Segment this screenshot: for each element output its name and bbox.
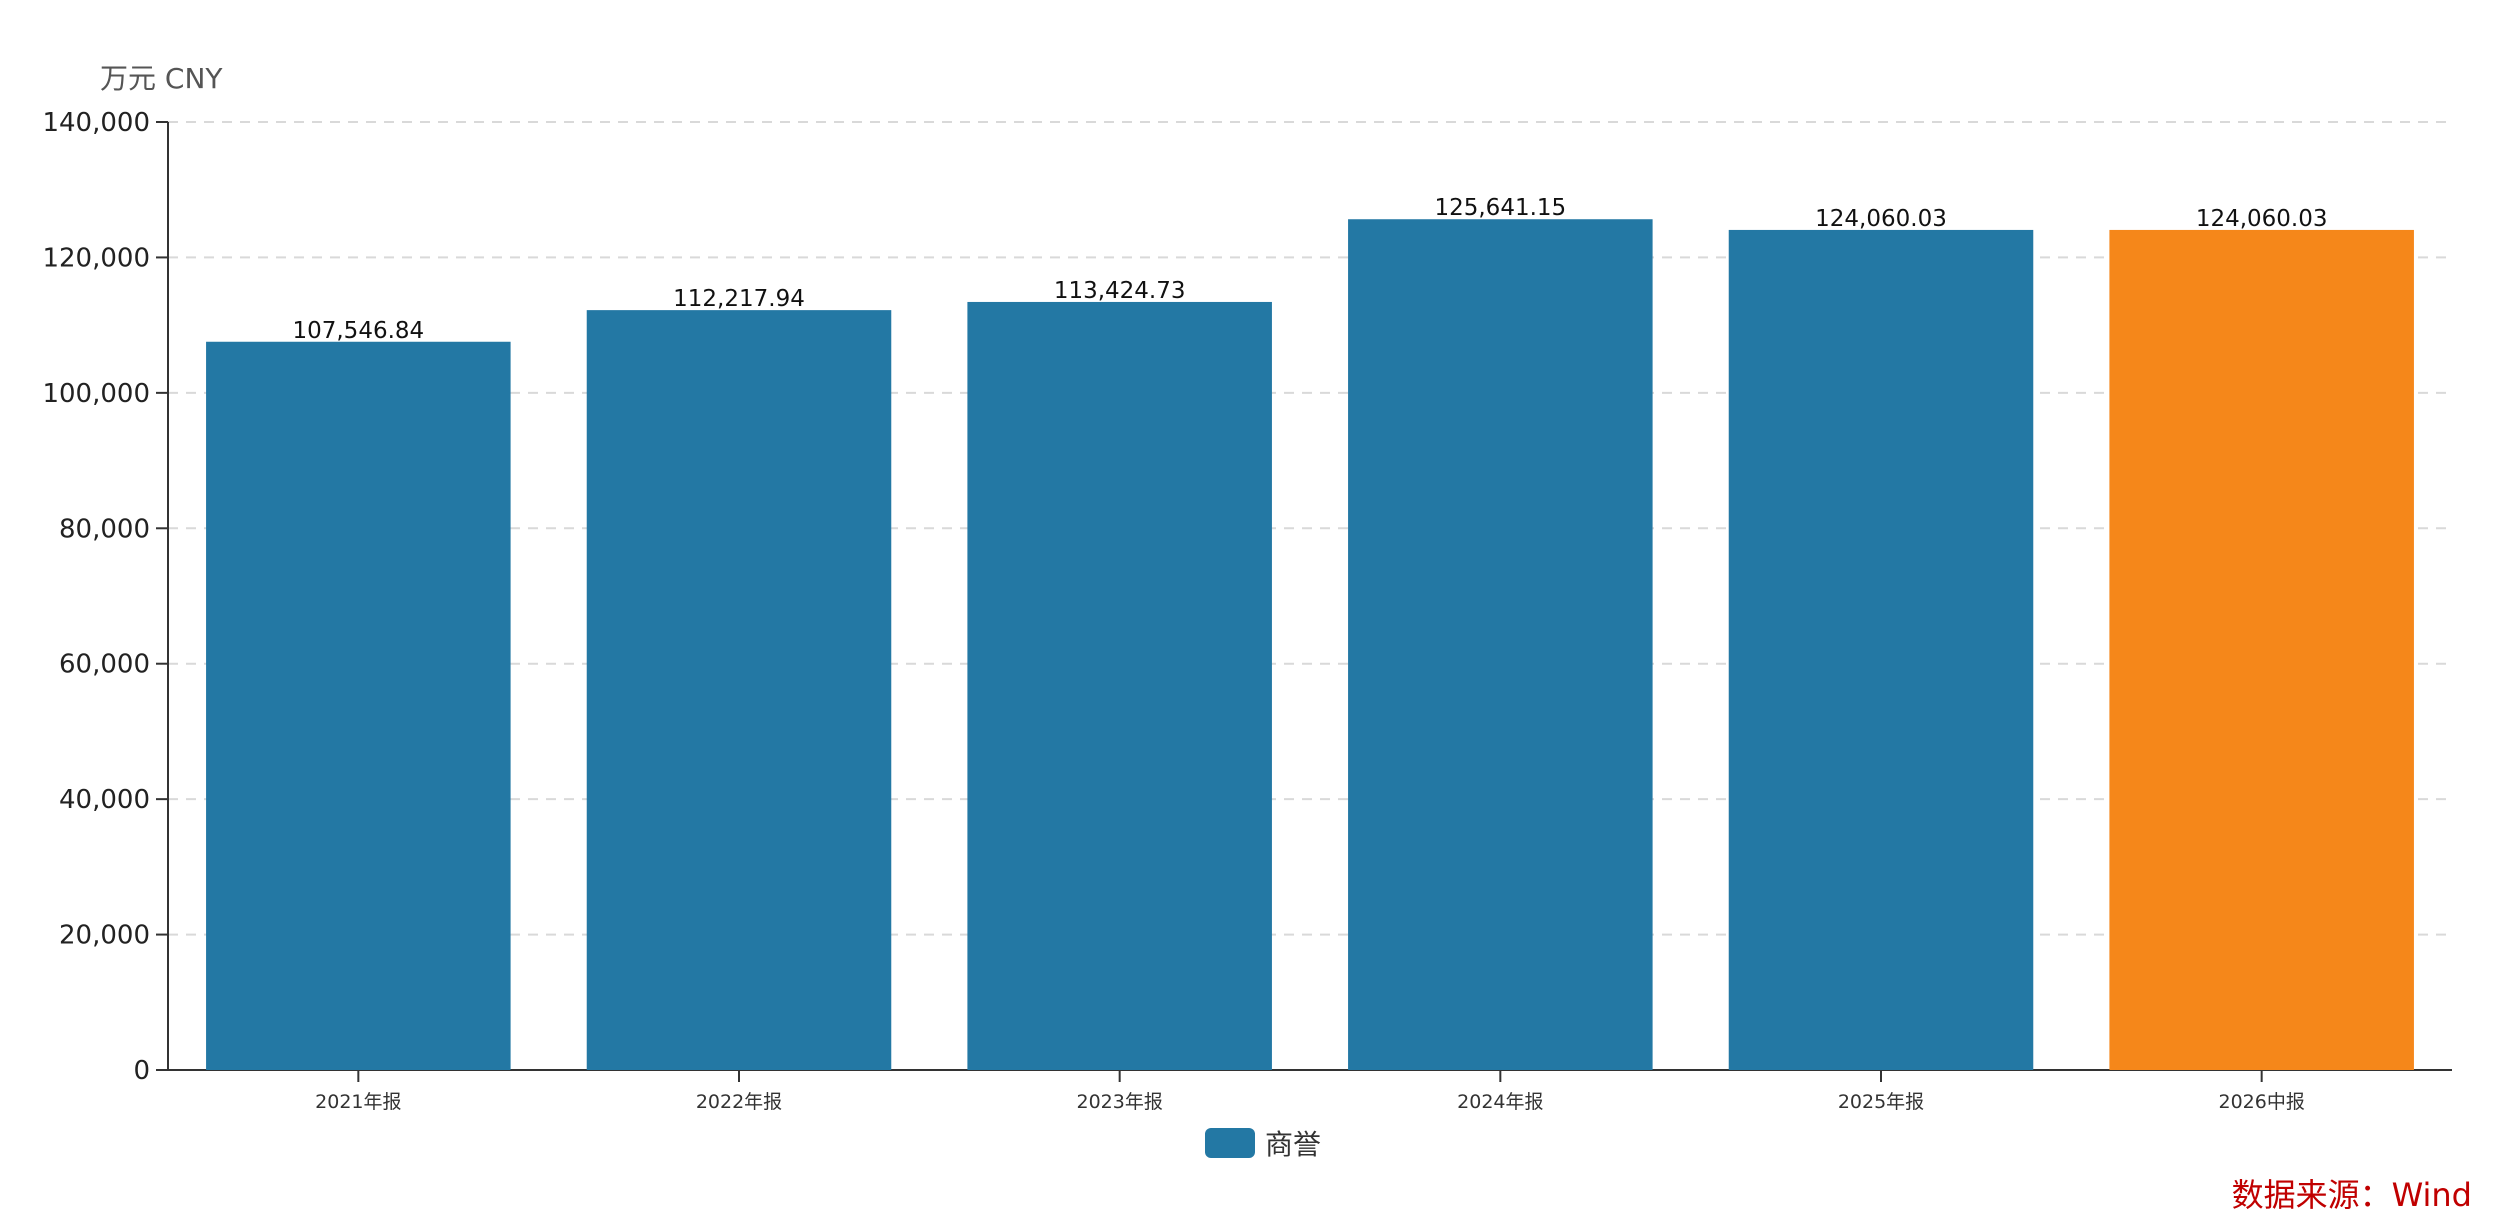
y-tick-label: 20,000 — [59, 921, 150, 951]
y-axis-unit-label: 万元 CNY — [100, 62, 223, 95]
bars — [206, 219, 2414, 1071]
x-tick-label: 2021年报 — [315, 1091, 401, 1113]
y-tick-label: 0 — [133, 1056, 150, 1086]
bar-5[interactable] — [1728, 229, 2034, 1070]
legend-swatch[interactable] — [1205, 1128, 1255, 1158]
bar-2[interactable] — [586, 310, 892, 1070]
bar-3[interactable] — [967, 301, 1272, 1071]
legend[interactable]: 商誉 — [1205, 1128, 1321, 1161]
grid-lines — [168, 121, 2452, 936]
x-axis-ticks: 2021年报 2022年报 2023年报 2024年报 2025年报 2026中报 — [315, 1070, 2305, 1113]
data-label-5: 124,060.03 — [1815, 206, 1947, 232]
x-tick-label: 2022年报 — [696, 1091, 782, 1113]
y-tick-label: 80,000 — [59, 514, 150, 544]
y-tick-label: 100,000 — [42, 379, 150, 409]
y-tick-label: 140,000 — [42, 108, 150, 138]
bar-4[interactable] — [1348, 219, 1653, 1071]
data-label-6: 124,060.03 — [2196, 206, 2328, 232]
y-tick-label: 60,000 — [59, 650, 150, 680]
x-tick-label: 2026中报 — [2218, 1091, 2304, 1113]
bar-1[interactable] — [206, 341, 511, 1070]
y-axis-ticks: 0 20,000 40,000 60,000 80,000 100,000 120,000 1… — [42, 108, 168, 1086]
bar-6[interactable] — [2109, 229, 2414, 1070]
data-label-4: 125,641.15 — [1434, 195, 1566, 221]
x-tick-label: 2024年报 — [1457, 1091, 1543, 1113]
y-tick-label: 120,000 — [42, 243, 150, 273]
data-source-label: 数据来源：Wind — [2232, 1176, 2472, 1214]
x-tick-label: 2025年报 — [1838, 1091, 1924, 1113]
data-label-2: 112,217.94 — [673, 286, 805, 312]
data-labels: 107,546.84 112,217.94 113,424.73 125,641.15… — [292, 195, 2327, 344]
x-tick-label: 2023年报 — [1076, 1091, 1162, 1113]
data-label-1: 107,546.84 — [292, 318, 424, 344]
data-label-3: 113,424.73 — [1054, 278, 1186, 304]
axes — [167, 122, 2452, 1071]
legend-label[interactable]: 商誉 — [1265, 1128, 1321, 1161]
y-tick-label: 40,000 — [59, 785, 150, 815]
